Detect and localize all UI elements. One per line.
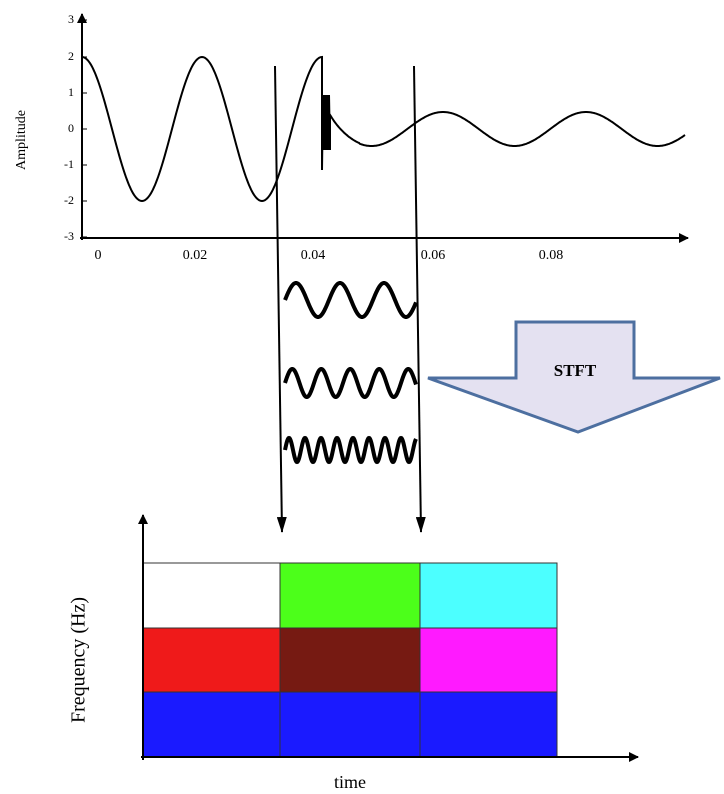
window-line [413,65,426,533]
x-tick-label: 0.04 [301,248,326,263]
stft-arrow [427,320,721,434]
x-tick-label: 0.08 [539,248,564,263]
y-tick-label: 3 [68,12,74,26]
stft-label: STFT [554,361,597,380]
signal-waveform [81,55,686,203]
x-tick-label: 0.06 [421,248,446,263]
y-tick-label: -2 [64,193,74,207]
tf-cell [419,691,558,758]
y-tick-label: 1 [68,85,74,99]
time-axis-label: time [334,772,366,792]
y-axis-label: Amplitude [14,110,29,170]
freq-axis-label: Frequency (Hz) [68,597,90,723]
y-tick-label: 0 [68,121,74,135]
tf-cell [142,562,281,629]
y-tick-label: 2 [68,49,74,63]
tf-cell [279,562,421,629]
window-line [274,65,287,533]
tf-cell [419,627,558,693]
tf-grid [142,562,558,758]
component-wave [283,367,418,399]
tf-cell [279,627,421,693]
y-tick-label: -1 [64,157,74,171]
x-tick-label: 0.02 [183,248,208,263]
component-wave [283,281,418,319]
component-wave [283,435,418,465]
y-tick-label: -3 [64,229,74,243]
tf-cell [142,691,281,758]
tf-cell [142,627,281,693]
tf-cell [419,562,558,629]
tf-cell [279,691,421,758]
x-tick-label: 0 [95,248,102,263]
